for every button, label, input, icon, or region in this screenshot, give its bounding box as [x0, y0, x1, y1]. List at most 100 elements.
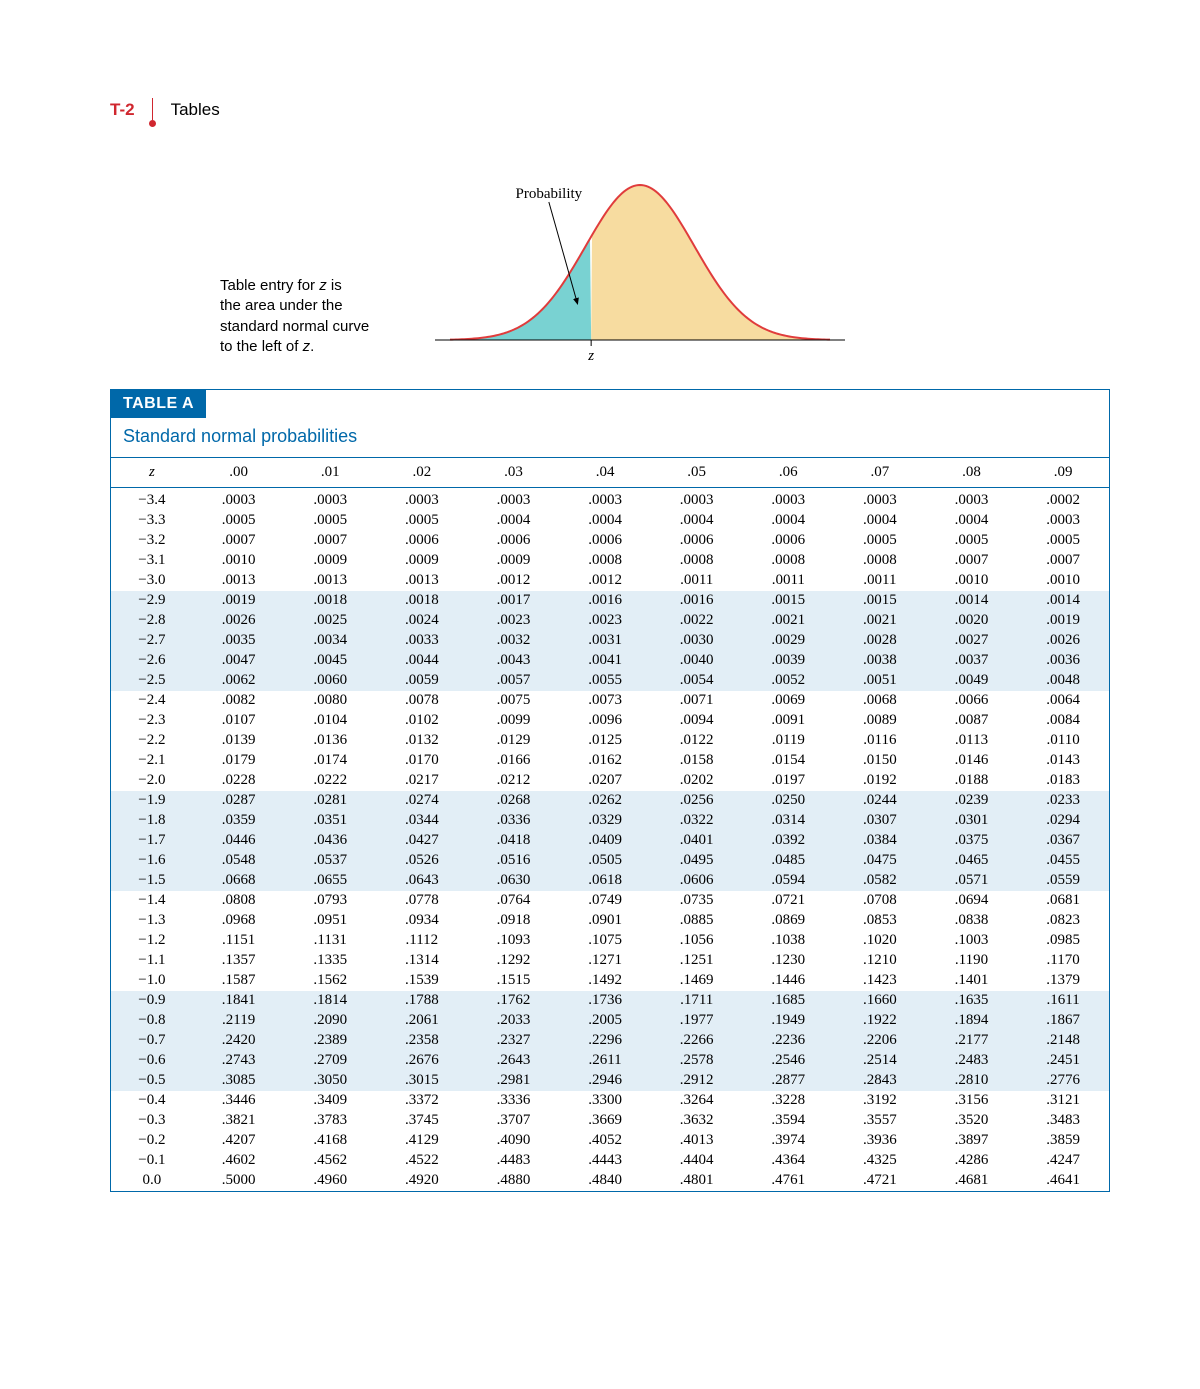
prob-cell: .1112 [376, 931, 468, 951]
prob-cell: .2389 [284, 1031, 376, 1051]
prob-cell: .4721 [834, 1171, 926, 1191]
prob-cell: .2033 [468, 1011, 560, 1031]
prob-cell: .0029 [742, 631, 834, 651]
table-row: −1.6.0548.0537.0526.0516.0505.0495.0485.… [111, 851, 1109, 871]
z-cell: −0.3 [111, 1111, 193, 1131]
prob-cell: .0007 [1017, 551, 1109, 571]
prob-cell: .0217 [376, 771, 468, 791]
prob-cell: .0039 [742, 651, 834, 671]
prob-cell: .3707 [468, 1111, 560, 1131]
prob-cell: .0281 [284, 791, 376, 811]
prob-cell: .0021 [742, 611, 834, 631]
prob-cell: .1190 [926, 951, 1018, 971]
col-header: .06 [742, 458, 834, 488]
prob-cell: .0005 [284, 511, 376, 531]
prob-cell: .3557 [834, 1111, 926, 1131]
prob-cell: .0359 [193, 811, 285, 831]
prob-cell: .0017 [468, 591, 560, 611]
table-row: −3.4.0003.0003.0003.0003.0003.0003.0003.… [111, 488, 1109, 511]
table-row: −2.5.0062.0060.0059.0057.0055.0054.0052.… [111, 671, 1109, 691]
prob-cell: .0018 [376, 591, 468, 611]
prob-cell: .0011 [651, 571, 743, 591]
table-a: TABLE A Standard normal probabilities z.… [110, 389, 1110, 1192]
z-cell: −2.7 [111, 631, 193, 651]
prob-cell: .0084 [1017, 711, 1109, 731]
prob-cell: .0314 [742, 811, 834, 831]
prob-cell: .0643 [376, 871, 468, 891]
col-header: .01 [284, 458, 376, 488]
table-row: −3.1.0010.0009.0009.0009.0008.0008.0008.… [111, 551, 1109, 571]
prob-cell: .1020 [834, 931, 926, 951]
prob-cell: .0016 [559, 591, 651, 611]
prob-cell: .4801 [651, 1171, 743, 1191]
prob-cell: .0005 [376, 511, 468, 531]
prob-cell: .0162 [559, 751, 651, 771]
prob-cell: .0548 [193, 851, 285, 871]
prob-cell: .2358 [376, 1031, 468, 1051]
prob-cell: .0455 [1017, 851, 1109, 871]
prob-cell: .1401 [926, 971, 1018, 991]
table-row: −1.4.0808.0793.0778.0764.0749.0735.0721.… [111, 891, 1109, 911]
prob-cell: .0011 [742, 571, 834, 591]
prob-cell: .0808 [193, 891, 285, 911]
prob-cell: .0003 [559, 488, 651, 511]
prob-cell: .1867 [1017, 1011, 1109, 1031]
prob-cell: .0708 [834, 891, 926, 911]
prob-cell: .0010 [926, 571, 1018, 591]
prob-cell: .2912 [651, 1071, 743, 1091]
prob-cell: .0375 [926, 831, 1018, 851]
prob-cell: .0427 [376, 831, 468, 851]
table-row: −0.8.2119.2090.2061.2033.2005.1977.1949.… [111, 1011, 1109, 1031]
table-title: Standard normal probabilities [111, 418, 1109, 457]
prob-cell: .0116 [834, 731, 926, 751]
prob-cell: .0094 [651, 711, 743, 731]
prob-cell: .0202 [651, 771, 743, 791]
col-header: .00 [193, 458, 285, 488]
col-header: .09 [1017, 458, 1109, 488]
prob-cell: .0735 [651, 891, 743, 911]
prob-cell: .3859 [1017, 1131, 1109, 1151]
prob-cell: .0025 [284, 611, 376, 631]
prob-cell: .2709 [284, 1051, 376, 1071]
table-row: −1.0.1587.1562.1539.1515.1492.1469.1446.… [111, 971, 1109, 991]
prob-cell: .0104 [284, 711, 376, 731]
prob-cell: .0051 [834, 671, 926, 691]
prob-cell: .0392 [742, 831, 834, 851]
prob-cell: .4880 [468, 1171, 560, 1191]
z-cell: −0.5 [111, 1071, 193, 1091]
prob-cell: .0003 [468, 488, 560, 511]
prob-cell: .4247 [1017, 1151, 1109, 1171]
prob-cell: .0008 [834, 551, 926, 571]
prob-cell: .0014 [1017, 591, 1109, 611]
prob-cell: .1539 [376, 971, 468, 991]
z-cell: −2.5 [111, 671, 193, 691]
prob-cell: .0233 [1017, 791, 1109, 811]
col-header: .07 [834, 458, 926, 488]
prob-cell: .1075 [559, 931, 651, 951]
prob-cell: .0032 [468, 631, 560, 651]
prob-cell: .0250 [742, 791, 834, 811]
prob-cell: .0031 [559, 631, 651, 651]
prob-cell: .0125 [559, 731, 651, 751]
prob-cell: .0655 [284, 871, 376, 891]
prob-cell: .0062 [193, 671, 285, 691]
z-cell: −1.5 [111, 871, 193, 891]
prob-cell: .1210 [834, 951, 926, 971]
table-row: −2.2.0139.0136.0132.0129.0125.0122.0119.… [111, 731, 1109, 751]
z-cell: −2.9 [111, 591, 193, 611]
table-row: −1.8.0359.0351.0344.0336.0329.0322.0314.… [111, 811, 1109, 831]
prob-cell: .1251 [651, 951, 743, 971]
prob-cell: .0166 [468, 751, 560, 771]
prob-cell: .1423 [834, 971, 926, 991]
prob-cell: .0006 [651, 531, 743, 551]
prob-cell: .0505 [559, 851, 651, 871]
prob-cell: .4840 [559, 1171, 651, 1191]
prob-cell: .0322 [651, 811, 743, 831]
table-row: −1.1.1357.1335.1314.1292.1271.1251.1230.… [111, 951, 1109, 971]
prob-cell: .0367 [1017, 831, 1109, 851]
prob-cell: .0049 [926, 671, 1018, 691]
prob-cell: .0294 [1017, 811, 1109, 831]
prob-cell: .2546 [742, 1051, 834, 1071]
prob-cell: .0003 [834, 488, 926, 511]
prob-cell: .0853 [834, 911, 926, 931]
